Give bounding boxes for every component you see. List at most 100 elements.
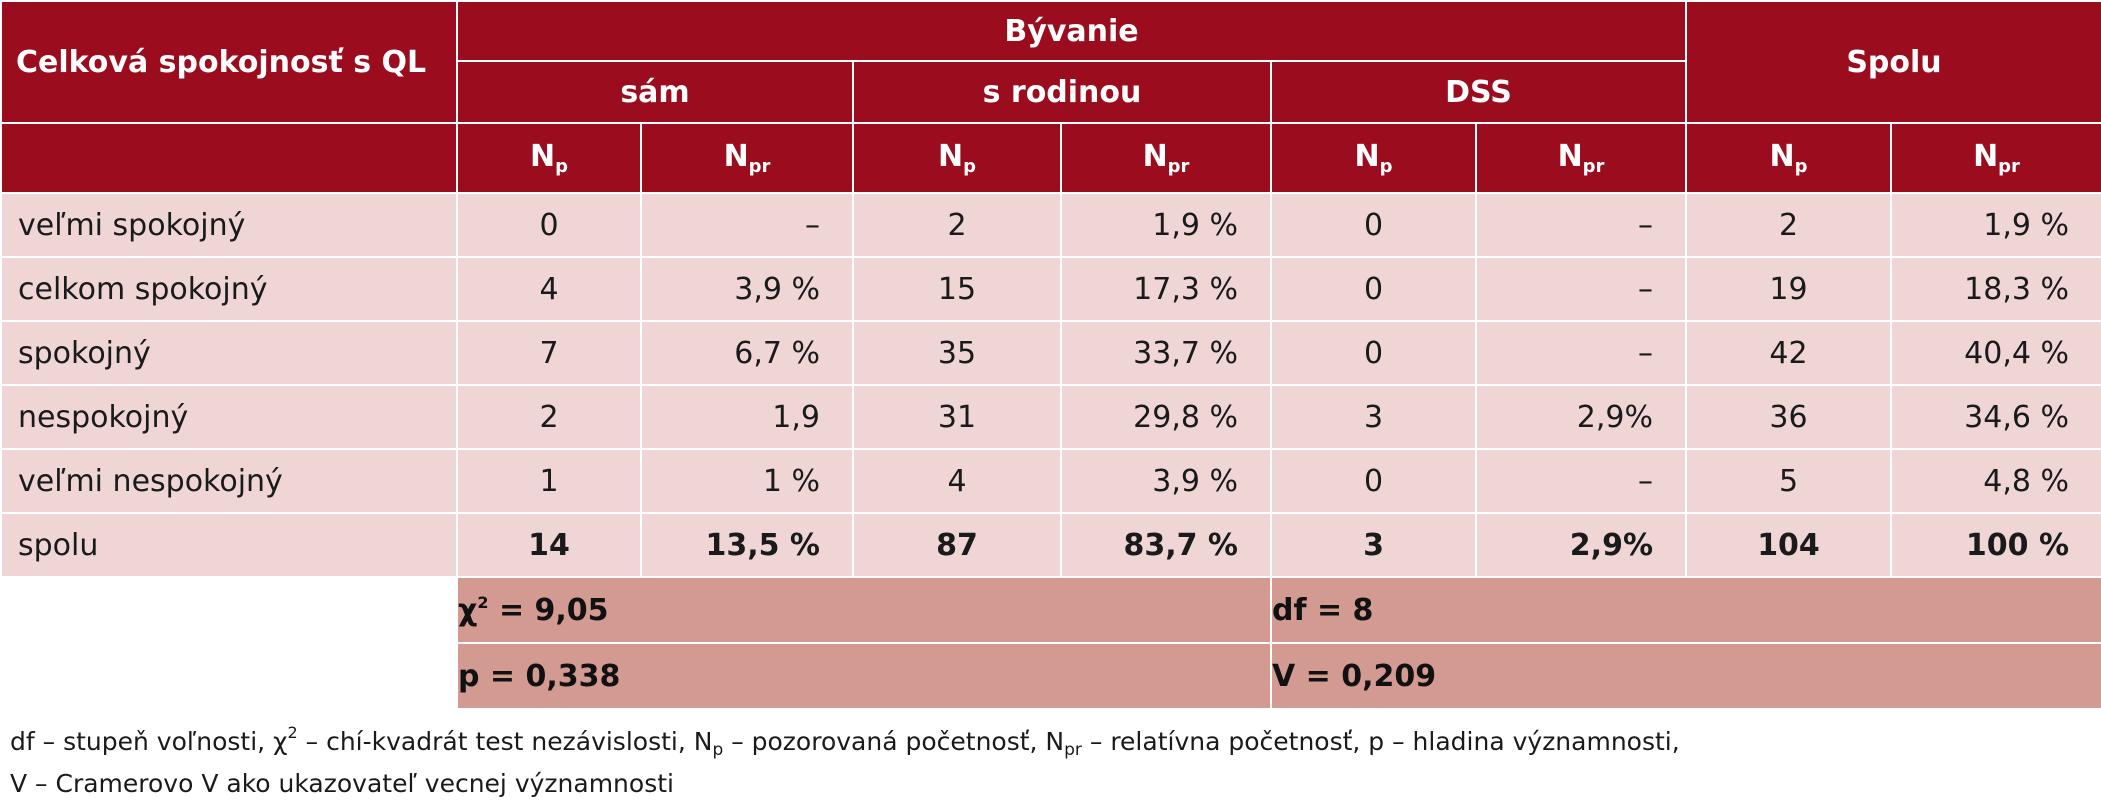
row-label: spolu bbox=[0, 512, 458, 578]
subgroup-header: sám bbox=[456, 60, 854, 124]
table-row: nespokojný 2 1,9 31 29,8 % 3 2,9% 36 34,… bbox=[0, 384, 2101, 450]
cramers-v-stat: V = 0,209 bbox=[1270, 642, 2101, 710]
subgroup-header: DSS bbox=[1270, 60, 1687, 124]
n-symbol: N bbox=[530, 139, 556, 174]
percent-cell: 3,9 % bbox=[1060, 448, 1272, 514]
percent-cell: 1,9 % bbox=[1890, 192, 2101, 258]
row-label: celkom spokojný bbox=[0, 256, 458, 322]
n-symbol: N bbox=[1557, 139, 1583, 174]
npr-subscript: pr bbox=[1998, 156, 2020, 177]
row-label-header: Celková spokojnosť s QL bbox=[0, 0, 458, 124]
percent-cell: 100 % bbox=[1890, 512, 2101, 578]
percent-cell: 1,9 % bbox=[1060, 192, 1272, 258]
header-row-3: Np Npr Np Npr Np Npr Np Npr bbox=[0, 122, 2101, 194]
percent-cell: 29,8 % bbox=[1060, 384, 1272, 450]
chi-value: = 9,05 bbox=[488, 592, 609, 628]
percent-cell: – bbox=[1475, 192, 1687, 258]
count-cell: 3 bbox=[1270, 512, 1477, 578]
row-label: veľmi spokojný bbox=[0, 192, 458, 258]
chi-superscript: 2 bbox=[477, 592, 489, 612]
count-cell: 35 bbox=[852, 320, 1062, 386]
percent-cell: 33,7 % bbox=[1060, 320, 1272, 386]
n-symbol: N bbox=[1973, 139, 1999, 174]
percent-cell: – bbox=[640, 192, 854, 258]
percent-cell: 3,9 % bbox=[640, 256, 854, 322]
header-row-2: sám s rodinou DSS bbox=[1, 60, 2101, 124]
count-cell: 0 bbox=[1270, 256, 1477, 322]
df-stat: df = 8 bbox=[1270, 576, 2101, 644]
percent-cell: 6,7 % bbox=[640, 320, 854, 386]
count-cell: 2 bbox=[852, 192, 1062, 258]
row-label: spokojný bbox=[0, 320, 458, 386]
blank-header-cell bbox=[0, 122, 458, 194]
total-row: spolu 14 13,5 % 87 83,7 % 3 2,9% 104 100… bbox=[0, 512, 2101, 578]
count-cell: 5 bbox=[1685, 448, 1892, 514]
count-cell: 4 bbox=[852, 448, 1062, 514]
count-cell: 0 bbox=[1270, 192, 1477, 258]
table-row: veľmi spokojný 0 – 2 1,9 % 0 – 2 1,9 % bbox=[0, 192, 2101, 258]
count-cell: 4 bbox=[456, 256, 642, 322]
count-cell: 104 bbox=[1685, 512, 1892, 578]
n-symbol: N bbox=[1142, 139, 1168, 174]
n-symbol: N bbox=[1769, 139, 1795, 174]
count-cell: 15 bbox=[852, 256, 1062, 322]
percent-cell: 18,3 % bbox=[1890, 256, 2101, 322]
count-cell: 87 bbox=[852, 512, 1062, 578]
total-header: Spolu bbox=[1685, 0, 2101, 124]
npr-subscript: pr bbox=[1167, 156, 1190, 177]
p-value-stat: p = 0,338 bbox=[456, 642, 1272, 710]
count-cell: 2 bbox=[1685, 192, 1892, 258]
table-row: spokojný 7 6,7 % 35 33,7 % 0 – 42 40,4 % bbox=[0, 320, 2101, 386]
percent-cell: 2,9% bbox=[1475, 512, 1687, 578]
count-cell: 0 bbox=[1270, 320, 1477, 386]
n-symbol: N bbox=[1354, 139, 1380, 174]
percent-cell: 17,3 % bbox=[1060, 256, 1272, 322]
blank-cell bbox=[0, 576, 458, 644]
row-label: nespokojný bbox=[0, 384, 458, 450]
npr-header: Npr bbox=[1475, 122, 1687, 194]
satisfaction-table: Celková spokojnosť s QL Bývanie Spolu sá… bbox=[0, 0, 2101, 710]
table-row: veľmi nespokojný 1 1 % 4 3,9 % 0 – 5 4,8… bbox=[0, 448, 2101, 514]
np-header: Np bbox=[852, 122, 1062, 194]
npr-header: Npr bbox=[640, 122, 854, 194]
percent-cell: 40,4 % bbox=[1890, 320, 2101, 386]
percent-cell: – bbox=[1475, 448, 1687, 514]
footnote-line-2: V – Cramerovo V ako ukazovateľ vecnej vý… bbox=[10, 769, 674, 798]
chi-symbol: χ bbox=[458, 592, 478, 628]
percent-cell: 4,8 % bbox=[1890, 448, 2101, 514]
np-subscript: p bbox=[963, 156, 976, 177]
footnote-line-1: df – stupeň voľnosti, χ2 – chí-kvadrát t… bbox=[10, 723, 1680, 760]
percent-cell: 83,7 % bbox=[1060, 512, 1272, 578]
count-cell: 31 bbox=[852, 384, 1062, 450]
np-header: Np bbox=[456, 122, 642, 194]
count-cell: 42 bbox=[1685, 320, 1892, 386]
count-cell: 1 bbox=[456, 448, 642, 514]
percent-cell: 1 % bbox=[640, 448, 854, 514]
count-cell: 0 bbox=[456, 192, 642, 258]
npr-subscript: pr bbox=[1582, 156, 1605, 177]
count-cell: 36 bbox=[1685, 384, 1892, 450]
chi-square-stat: χ2 = 9,05 bbox=[456, 576, 1272, 644]
count-cell: 7 bbox=[456, 320, 642, 386]
subgroup-header: s rodinou bbox=[852, 60, 1272, 124]
count-cell: 2 bbox=[456, 384, 642, 450]
np-header: Np bbox=[1270, 122, 1477, 194]
npr-header: Npr bbox=[1060, 122, 1272, 194]
blank-cell bbox=[0, 642, 458, 710]
count-cell: 3 bbox=[1270, 384, 1477, 450]
table-footnote: df – stupeň voľnosti, χ2 – chí-kvadrát t… bbox=[10, 716, 2090, 801]
n-symbol: N bbox=[938, 139, 964, 174]
stats-row-2: p = 0,338 V = 0,209 bbox=[0, 642, 2101, 710]
table-row: celkom spokojný 4 3,9 % 15 17,3 % 0 – 19… bbox=[0, 256, 2101, 322]
count-cell: 14 bbox=[456, 512, 642, 578]
percent-cell: 34,6 % bbox=[1890, 384, 2101, 450]
npr-header: Npr bbox=[1890, 122, 2101, 194]
group-header: Bývanie bbox=[456, 0, 1687, 62]
row-label: veľmi nespokojný bbox=[0, 448, 458, 514]
n-symbol: N bbox=[723, 139, 749, 174]
npr-subscript: pr bbox=[748, 156, 771, 177]
percent-cell: – bbox=[1475, 320, 1687, 386]
np-subscript: p bbox=[1379, 156, 1393, 177]
percent-cell: 1,9 bbox=[640, 384, 854, 450]
